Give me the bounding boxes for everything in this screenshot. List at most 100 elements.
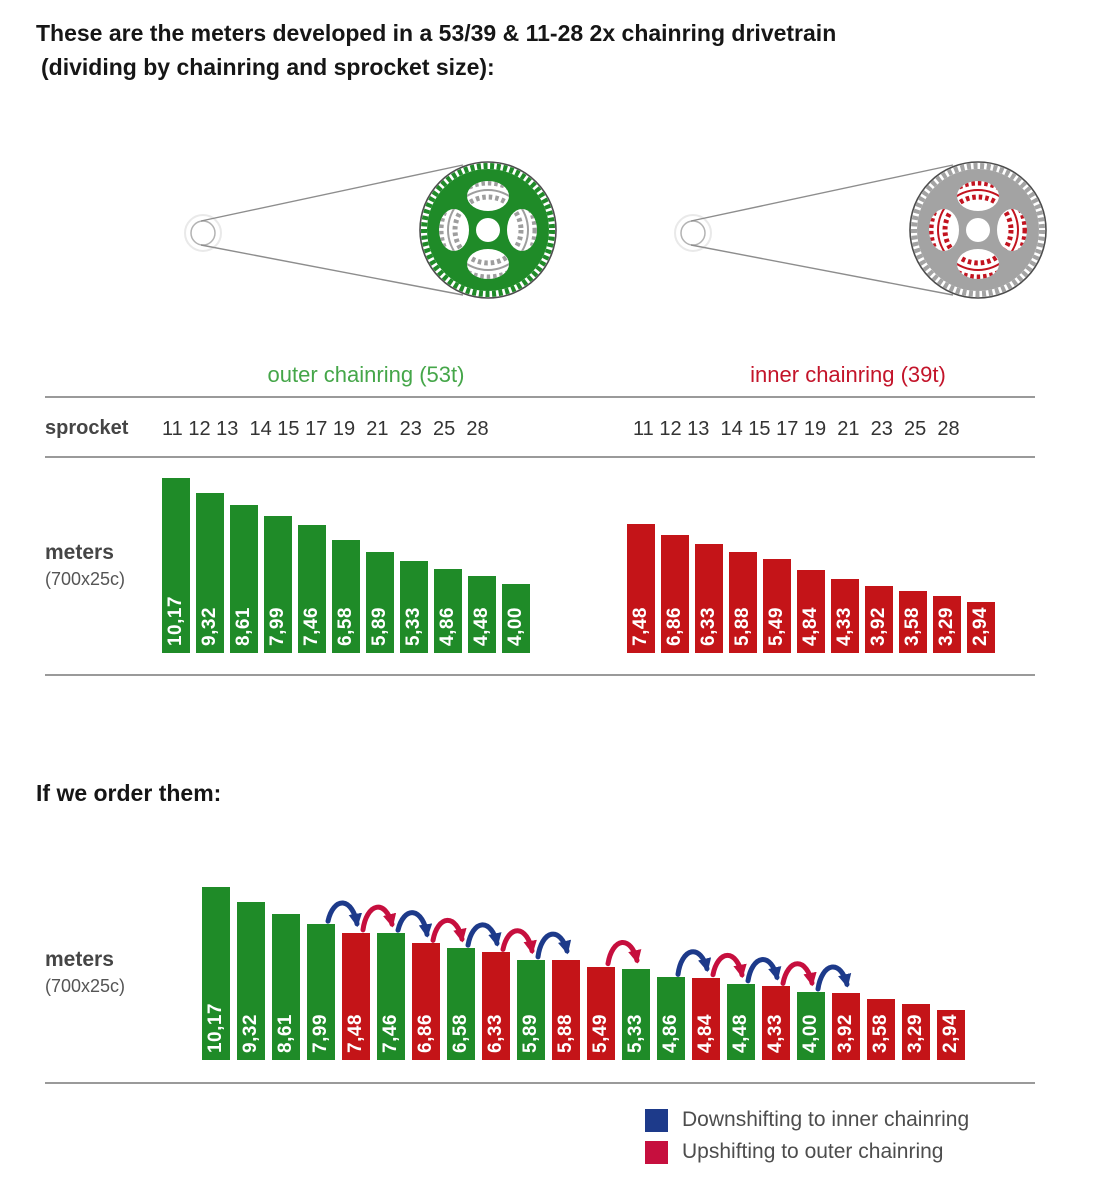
bar-value-label: 7,48 <box>630 607 651 646</box>
bar-value-label: 5,33 <box>403 607 424 646</box>
bar-value-label: 5,49 <box>590 1014 611 1053</box>
drivetrain-svg <box>674 161 1047 299</box>
bar-5,89: 5,89 <box>366 552 394 653</box>
bar-5,88: 5,88 <box>552 960 580 1060</box>
bottom-bracket-hole <box>476 218 500 242</box>
bar-4,00: 4,00 <box>797 992 825 1060</box>
divider-line-bottom <box>45 1082 1035 1084</box>
bar-10,17: 10,17 <box>202 887 230 1060</box>
bar-5,49: 5,49 <box>763 559 791 653</box>
outer-chainring-label: outer chainring (53t) <box>267 362 465 387</box>
bar-value-label: 8,61 <box>275 1014 296 1053</box>
bar-value-label: 5,89 <box>520 1014 541 1053</box>
inner-chainring-label: inner chainring (39t) <box>750 362 946 387</box>
bar-value-label: 3,58 <box>870 1014 891 1053</box>
inner-chainring-bar-chart: 7,48 6,86 6,33 5,88 5,49 4,84 4,33 3,92 3,58 3,29… <box>627 478 1007 653</box>
chain-wrap <box>419 161 557 299</box>
bar-value-label: 4,86 <box>660 1014 681 1053</box>
bar-value-label: 7,46 <box>380 1014 401 1053</box>
bar-value-label: 5,33 <box>625 1014 646 1053</box>
bar-4,84: 4,84 <box>692 978 720 1060</box>
bar-3,92: 3,92 <box>832 993 860 1060</box>
bar-5,33: 5,33 <box>622 969 650 1060</box>
bar-6,86: 6,86 <box>412 943 440 1060</box>
bar-value-label: 2,94 <box>970 607 991 646</box>
rear-pulley <box>680 220 706 246</box>
divider-line-under-sprockets <box>45 456 1035 458</box>
bar-value-label: 4,00 <box>505 607 526 646</box>
sorted-bar-chart: 10,17 9,32 8,61 7,99 7,48 7,46 6,86 6,58 6,33 5,8… <box>202 887 977 1060</box>
bar-9,32: 9,32 <box>237 902 265 1060</box>
bar-4,86: 4,86 <box>434 569 462 653</box>
inner-chainring <box>439 181 537 279</box>
inner-chainring <box>929 181 1027 279</box>
chain-top <box>690 164 954 222</box>
bar-5,88: 5,88 <box>729 552 757 653</box>
bar-4,84: 4,84 <box>797 570 825 653</box>
bar-value-label: 4,33 <box>834 607 855 646</box>
meters-axis-label-bottom: meters (700x25c) <box>45 948 125 997</box>
bar-value-label: 4,48 <box>730 1014 751 1053</box>
bar-value-label: 5,49 <box>766 607 787 646</box>
bar-value-label: 6,58 <box>450 1014 471 1053</box>
tire-size-label: (700x25c) <box>45 569 126 589</box>
bar-value-label: 2,94 <box>940 1014 961 1053</box>
section-heading: If we order them: <box>36 780 222 806</box>
divider-line-top <box>45 396 1035 398</box>
page-title: These are the meters developed in a 53/3… <box>36 16 836 84</box>
bar-value-label: 6,58 <box>335 607 356 646</box>
bar-value-label: 5,89 <box>369 607 390 646</box>
bar-4,00: 4,00 <box>502 584 530 653</box>
upshift-color-swatch <box>645 1140 668 1164</box>
divider-line-under-charts <box>45 674 1035 676</box>
bar-2,94: 2,94 <box>967 602 995 653</box>
bar-6,58: 6,58 <box>447 948 475 1060</box>
bar-value-label: 3,29 <box>905 1014 926 1053</box>
bar-value-label: 6,33 <box>485 1014 506 1053</box>
bar-value-label: 6,33 <box>698 607 719 646</box>
bar-6,33: 6,33 <box>482 952 510 1060</box>
bar-5,89: 5,89 <box>517 960 545 1060</box>
bar-10,17: 10,17 <box>162 478 190 653</box>
sprocket-numbers-outer: 11 12 13 14 15 17 19 21 23 25 28 <box>162 418 489 440</box>
bar-value-label: 5,88 <box>555 1014 576 1053</box>
inner-chainring-illustration <box>665 138 1065 328</box>
bar-3,58: 3,58 <box>867 999 895 1060</box>
bar-2,94: 2,94 <box>937 1010 965 1060</box>
bar-value-label: 4,48 <box>471 607 492 646</box>
sprocket-numbers-inner: 11 12 13 14 15 17 19 21 23 25 28 <box>633 418 960 440</box>
legend-item-downshift: Downshifting to inner chainring <box>645 1108 969 1132</box>
bar-3,29: 3,29 <box>933 596 961 653</box>
bar-value-label: 7,99 <box>267 607 288 646</box>
legend-item-upshift: Upshifting to outer chainring <box>645 1140 969 1164</box>
bar-value-label: 3,92 <box>835 1014 856 1053</box>
bar-value-label: 6,86 <box>664 607 685 646</box>
bar-value-label: 7,46 <box>301 607 322 646</box>
bar-value-label: 4,84 <box>695 1014 716 1053</box>
outer-chainring-bar-chart: 10,17 9,32 8,61 7,99 7,46 6,58 5,89 5,33 4,86 4,4… <box>162 478 542 653</box>
bar-value-label: 3,29 <box>936 607 957 646</box>
bar-6,86: 6,86 <box>661 535 689 653</box>
bar-4,33: 4,33 <box>831 579 859 653</box>
downshift-legend-label: Downshifting to inner chainring <box>682 1108 970 1131</box>
bar-7,46: 7,46 <box>377 933 405 1060</box>
rear-pulley-halo <box>674 214 712 252</box>
bar-value-label: 10,17 <box>205 1002 226 1053</box>
bar-4,86: 4,86 <box>657 977 685 1060</box>
bar-value-label: 6,86 <box>415 1014 436 1053</box>
meters-label-text: meters <box>45 948 114 971</box>
chain-bottom <box>690 244 954 296</box>
sprocket-row-label: sprocket <box>45 417 129 439</box>
bar-4,48: 4,48 <box>727 984 755 1060</box>
rear-pulley <box>190 220 216 246</box>
bar-value-label: 4,86 <box>437 607 458 646</box>
bar-7,46: 7,46 <box>298 525 326 653</box>
bar-3,29: 3,29 <box>902 1004 930 1060</box>
chain-bottom <box>200 244 464 296</box>
downshift-color-swatch <box>645 1108 668 1132</box>
rear-pulley-halo <box>184 214 222 252</box>
bar-6,58: 6,58 <box>332 540 360 653</box>
bar-7,99: 7,99 <box>307 924 335 1060</box>
drivetrain-svg <box>184 161 557 299</box>
